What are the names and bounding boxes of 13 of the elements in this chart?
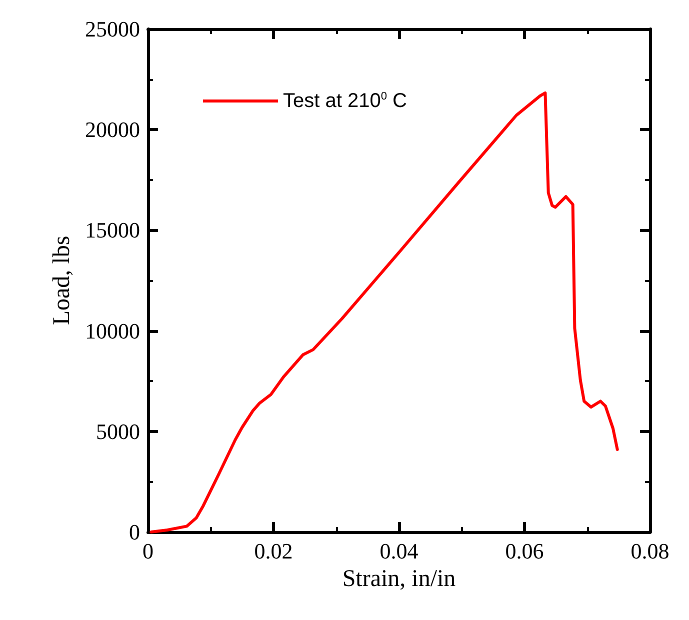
x-tick-label: 0.08: [630, 538, 670, 564]
x-tick-label: 0.04: [380, 538, 418, 564]
y-tick-label: 15000: [85, 218, 140, 243]
x-tick-label: 0.02: [254, 538, 293, 564]
y-tick-label: 10000: [85, 318, 140, 344]
y-tick-label: 0: [129, 520, 140, 544]
y-tick-label: 20000: [85, 117, 140, 142]
x-tick-label: 0.06: [505, 538, 544, 564]
y-axis-title: Load, lbs: [49, 236, 76, 326]
y-tick-label: 5000: [96, 418, 140, 444]
y-tick-label: 25000: [85, 16, 140, 42]
line-series: [150, 91, 619, 534]
x-axis-title: Strain, in/in: [342, 566, 456, 592]
